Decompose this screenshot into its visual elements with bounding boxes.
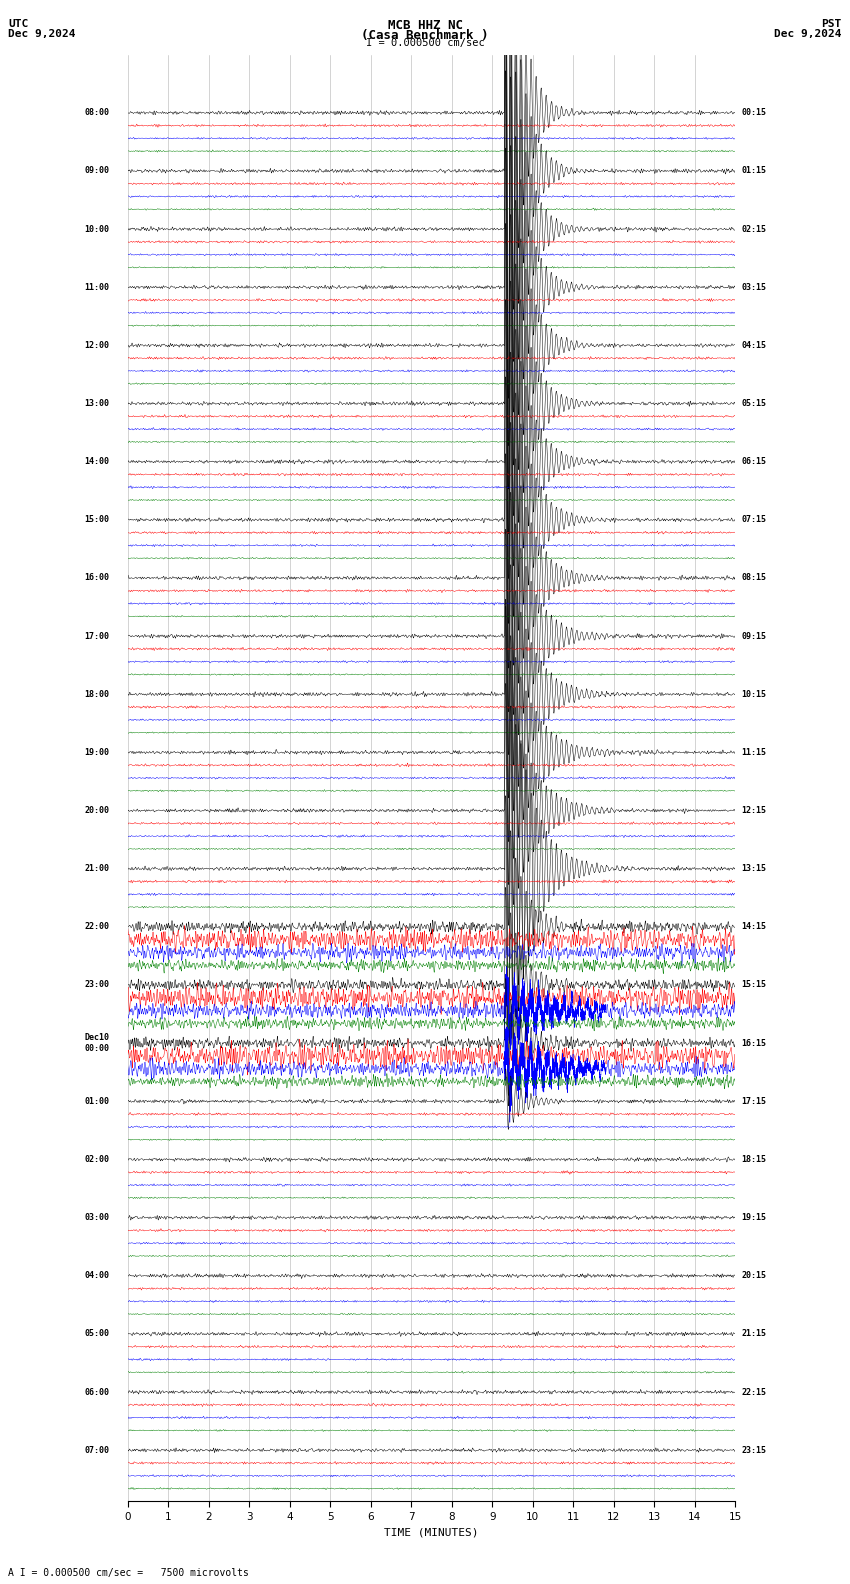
Text: 20:00: 20:00 [84, 806, 110, 816]
Text: 02:15: 02:15 [741, 225, 767, 233]
Text: Dec10
00:00: Dec10 00:00 [84, 1033, 110, 1053]
X-axis label: TIME (MINUTES): TIME (MINUTES) [384, 1527, 479, 1538]
Text: 16:00: 16:00 [84, 573, 110, 583]
Text: 20:15: 20:15 [741, 1272, 767, 1280]
Text: UTC: UTC [8, 19, 29, 29]
Text: 12:00: 12:00 [84, 341, 110, 350]
Text: PST: PST [821, 19, 842, 29]
Text: 22:15: 22:15 [741, 1388, 767, 1397]
Text: 17:15: 17:15 [741, 1096, 767, 1106]
Text: 06:15: 06:15 [741, 458, 767, 466]
Text: 09:00: 09:00 [84, 166, 110, 176]
Text: 00:15: 00:15 [741, 108, 767, 117]
Text: 21:00: 21:00 [84, 865, 110, 873]
Text: 04:00: 04:00 [84, 1272, 110, 1280]
Text: 08:15: 08:15 [741, 573, 767, 583]
Text: 23:15: 23:15 [741, 1446, 767, 1454]
Text: Dec 9,2024: Dec 9,2024 [8, 29, 76, 38]
Text: 07:15: 07:15 [741, 515, 767, 524]
Text: A I = 0.000500 cm/sec =   7500 microvolts: A I = 0.000500 cm/sec = 7500 microvolts [8, 1568, 249, 1578]
Text: 04:15: 04:15 [741, 341, 767, 350]
Text: 05:00: 05:00 [84, 1329, 110, 1338]
Text: 21:15: 21:15 [741, 1329, 767, 1338]
Text: 16:15: 16:15 [741, 1039, 767, 1047]
Text: Dec 9,2024: Dec 9,2024 [774, 29, 842, 38]
Text: MCB HHZ NC: MCB HHZ NC [388, 19, 462, 32]
Text: I = 0.000500 cm/sec: I = 0.000500 cm/sec [366, 38, 484, 48]
Text: 01:15: 01:15 [741, 166, 767, 176]
Text: 13:00: 13:00 [84, 399, 110, 409]
Text: (Casa Benchmark ): (Casa Benchmark ) [361, 29, 489, 41]
Text: 19:15: 19:15 [741, 1213, 767, 1223]
Text: 01:00: 01:00 [84, 1096, 110, 1106]
Text: 08:00: 08:00 [84, 108, 110, 117]
Text: 10:15: 10:15 [741, 689, 767, 699]
Text: 03:15: 03:15 [741, 282, 767, 291]
Text: 22:00: 22:00 [84, 922, 110, 931]
Text: 12:15: 12:15 [741, 806, 767, 816]
Text: 14:15: 14:15 [741, 922, 767, 931]
Text: 17:00: 17:00 [84, 632, 110, 640]
Text: 23:00: 23:00 [84, 980, 110, 990]
Text: 14:00: 14:00 [84, 458, 110, 466]
Text: 18:15: 18:15 [741, 1155, 767, 1164]
Text: 03:00: 03:00 [84, 1213, 110, 1223]
Text: 18:00: 18:00 [84, 689, 110, 699]
Text: 06:00: 06:00 [84, 1388, 110, 1397]
Text: 15:15: 15:15 [741, 980, 767, 990]
Text: 02:00: 02:00 [84, 1155, 110, 1164]
Text: 10:00: 10:00 [84, 225, 110, 233]
Text: 15:00: 15:00 [84, 515, 110, 524]
Text: 09:15: 09:15 [741, 632, 767, 640]
Text: 07:00: 07:00 [84, 1446, 110, 1454]
Text: 19:00: 19:00 [84, 748, 110, 757]
Text: 05:15: 05:15 [741, 399, 767, 409]
Text: 11:15: 11:15 [741, 748, 767, 757]
Text: 13:15: 13:15 [741, 865, 767, 873]
Text: 11:00: 11:00 [84, 282, 110, 291]
